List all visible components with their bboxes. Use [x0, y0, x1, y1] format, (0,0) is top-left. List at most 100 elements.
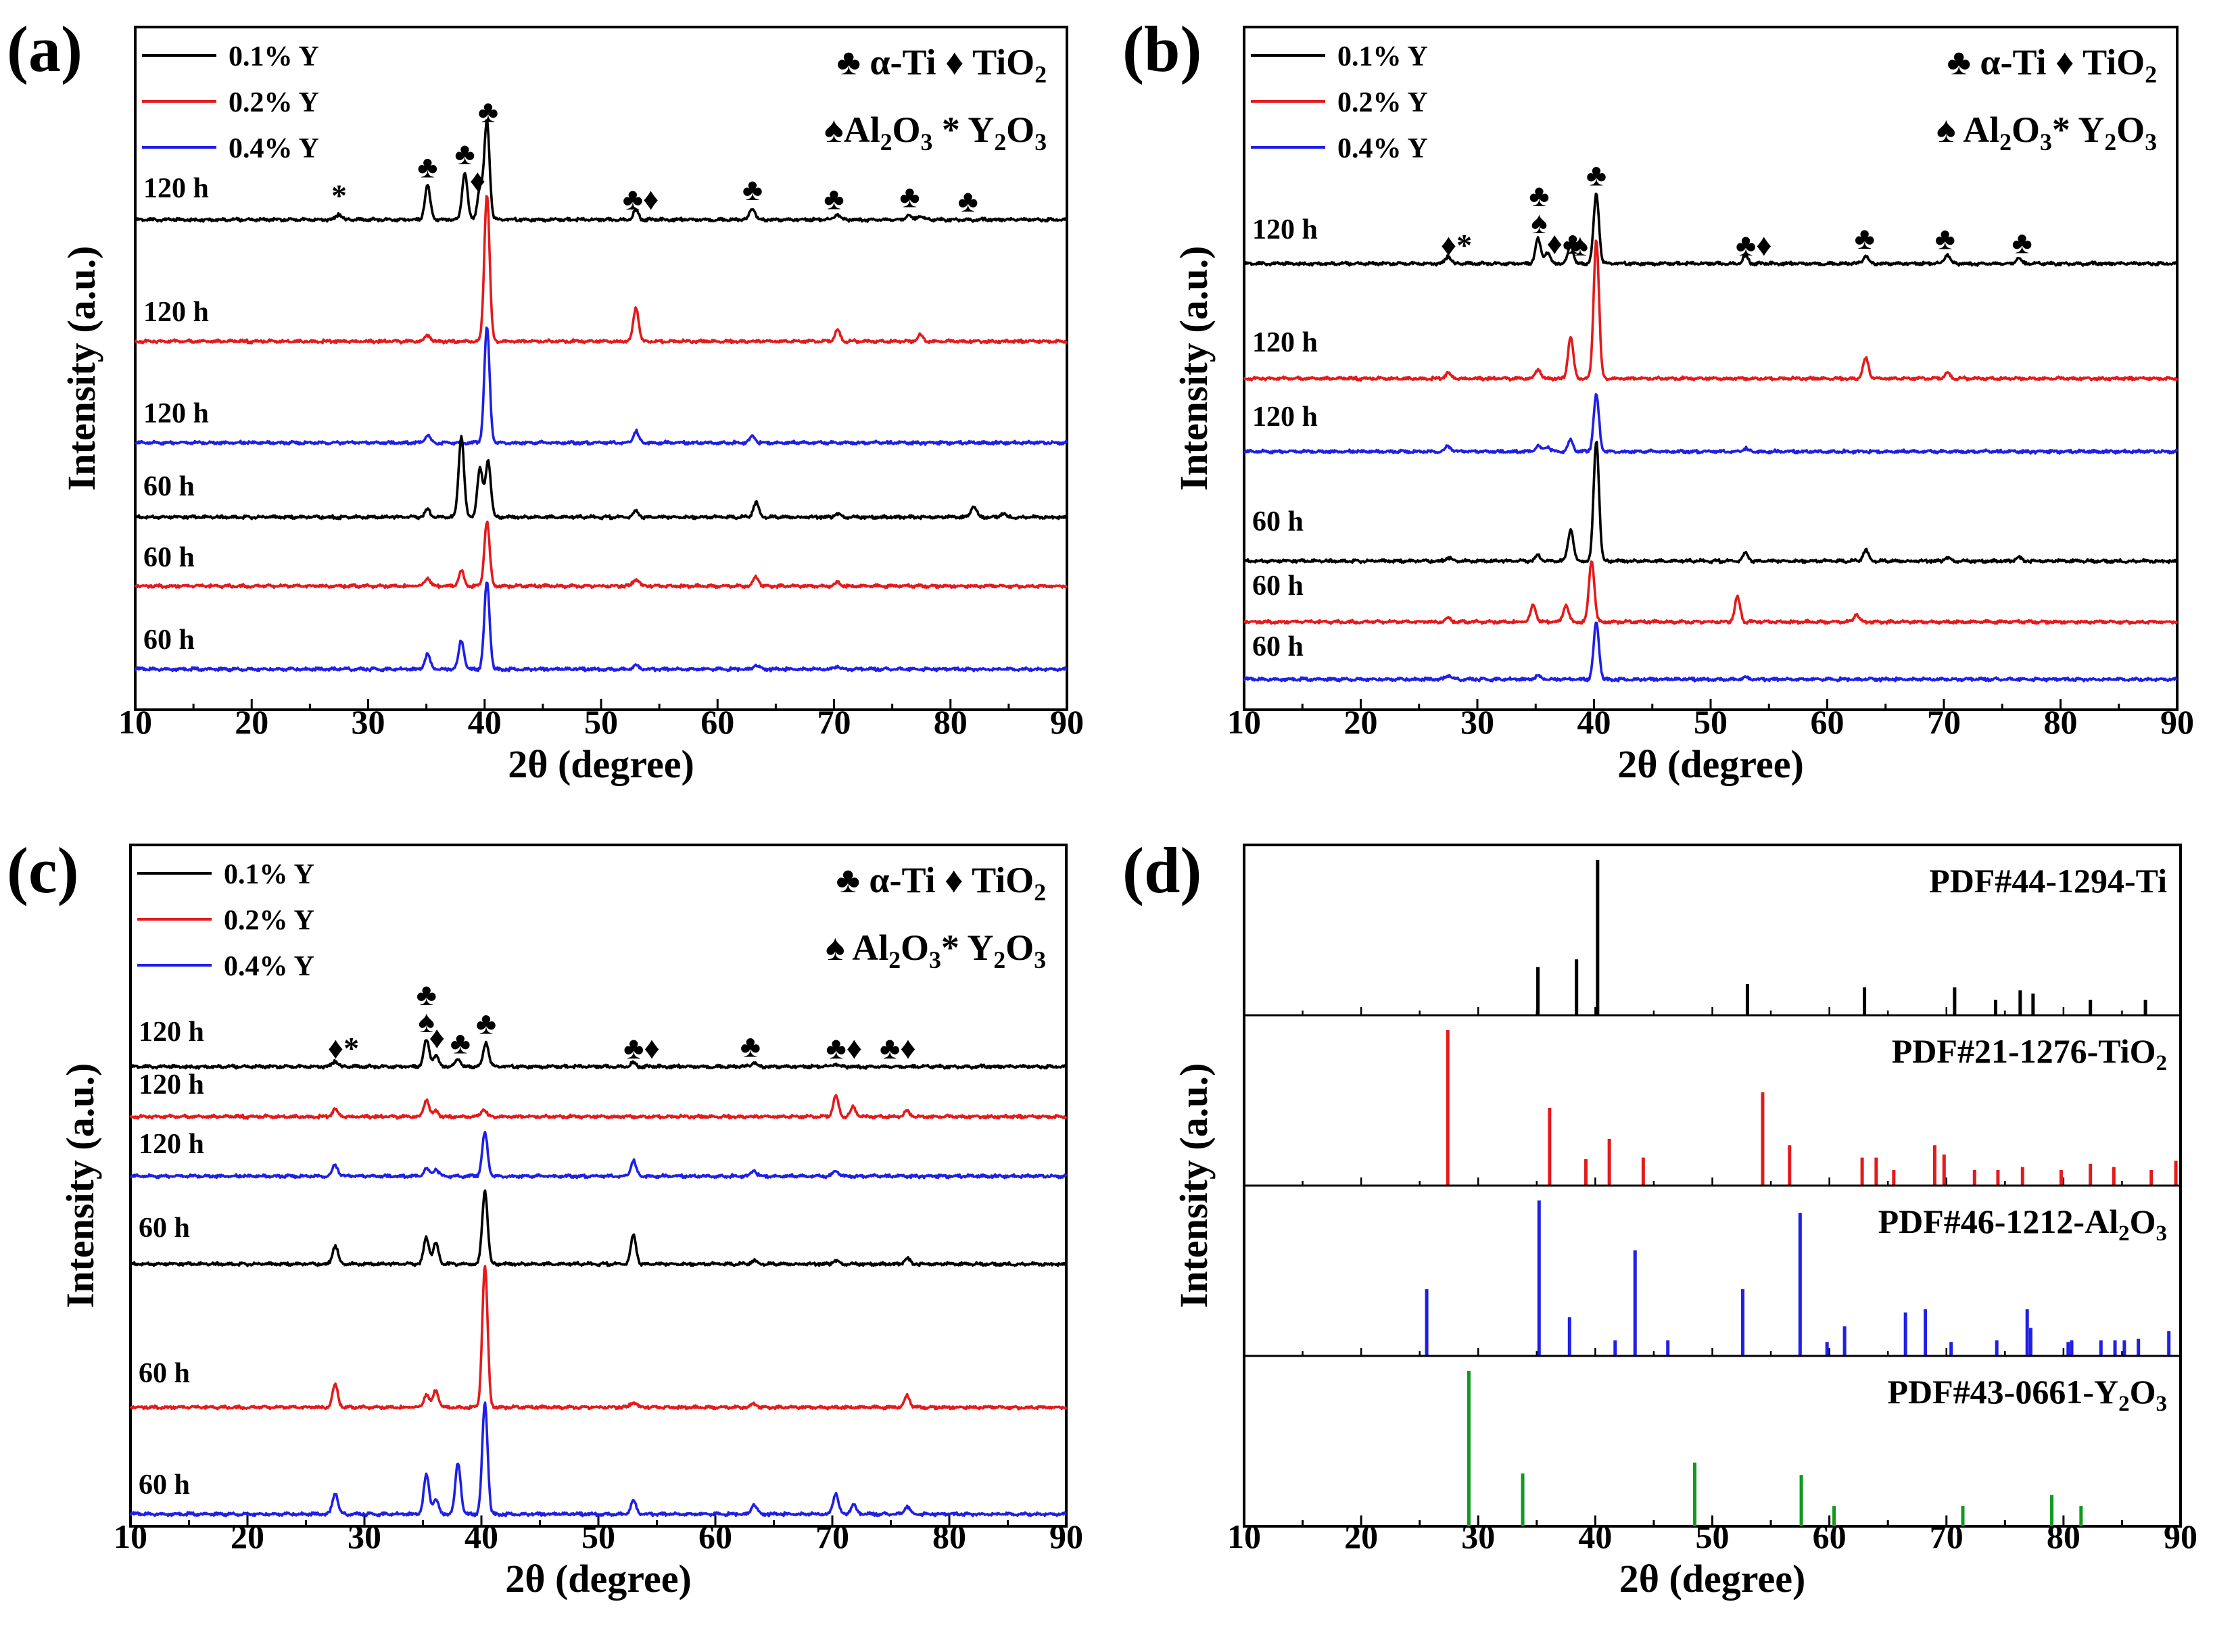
- phase-legend-line2: ♠ Al2O3* Y2O3: [1936, 110, 2157, 155]
- phase-legend-line2-part: 2: [880, 128, 893, 155]
- series-label: 120 h: [1252, 402, 1318, 433]
- reference-label-part: PDF#44-1294-Ti: [1929, 862, 2167, 900]
- xrd-trace: [135, 435, 1068, 520]
- x-tick-label: 20: [235, 703, 268, 741]
- legend-label: 0.4% Y: [229, 133, 319, 164]
- xrd-trace: [134, 195, 1068, 345]
- legend-label: 0.2% Y: [1337, 87, 1428, 118]
- xrd-trace: [129, 1039, 1068, 1070]
- phase-marker: ♣: [2012, 226, 2032, 260]
- phase-marker: ♣: [1529, 178, 1549, 213]
- xrd-trace: [134, 119, 1068, 223]
- phase-marker: ♣: [417, 150, 437, 185]
- series-label: 60 h: [139, 1213, 190, 1244]
- legend-label: 0.2% Y: [229, 87, 319, 118]
- x-tick-label: 10: [118, 703, 152, 741]
- phase-legend-line1-part: ♣ α-Ti ♦ TiO: [836, 860, 1034, 900]
- x-tick-label: 80: [2044, 703, 2078, 741]
- phase-marker: ♠: [1572, 228, 1588, 262]
- reference-label-part: 3: [2156, 1221, 2168, 1246]
- series-label: 60 h: [139, 1358, 190, 1389]
- phase-legend-line1: ♣ α-Ti ♦ TiO2: [1947, 42, 2157, 88]
- phase-legend-line2-part: O: [2012, 110, 2040, 150]
- series-label: 120 h: [143, 173, 209, 204]
- phase-legend-line2-part: 2: [2104, 128, 2116, 155]
- phase-legend-line2-part: * Y: [2052, 110, 2105, 150]
- phase-legend-line2-part: 2: [888, 946, 901, 973]
- xrd-trace: [129, 1094, 1068, 1120]
- legend-label: 0.1% Y: [1337, 41, 1428, 72]
- phase-marker: ♠: [1531, 205, 1547, 240]
- y-axis-label: Intensity (a.u.): [1172, 246, 1216, 491]
- x-tick-label: 10: [1227, 703, 1261, 741]
- panel-label: (d): [1122, 834, 1201, 906]
- x-axis-label: 2θ (degree): [1617, 742, 1804, 786]
- phase-legend-line2-part: 2: [994, 128, 1006, 155]
- series-label: 120 h: [139, 1129, 204, 1160]
- legend-label: 0.4% Y: [224, 951, 314, 982]
- phase-marker: ♣: [740, 1029, 761, 1064]
- phase-marker: ♣: [450, 1025, 471, 1060]
- phase-marker: ♦: [470, 163, 485, 197]
- xrd-trace: [1243, 560, 2179, 625]
- xrd-trace: [1243, 393, 2179, 455]
- panel-0: 10 20 30 40 50 60 70 80 90 2θ (degree) Intensity (…: [60, 26, 1084, 786]
- x-tick-label: 30: [348, 1517, 381, 1555]
- series-label: 120 h: [1252, 214, 1318, 245]
- phase-legend-line2-part: 3: [1034, 128, 1047, 155]
- series-label: 60 h: [1252, 506, 1304, 537]
- phase-legend-line1-part: 2: [1034, 879, 1046, 906]
- x-axis-label: 2θ (degree): [1619, 1557, 1806, 1601]
- phase-marker: ♦♣: [1547, 226, 1584, 261]
- phase-legend-line2: ♠ Al2O3* Y2O3: [826, 927, 1046, 973]
- y-axis-label: Intensity (a.u.): [58, 1063, 102, 1309]
- phase-marker: ♣: [454, 137, 475, 171]
- phase-marker: *: [331, 178, 347, 213]
- series-label: 60 h: [143, 542, 195, 573]
- x-tick-label: 60: [700, 703, 734, 741]
- x-tick-label: 90: [2160, 703, 2194, 741]
- phase-legend-line2-part: 3: [2145, 128, 2157, 155]
- reference-label-part: O: [2130, 1373, 2156, 1411]
- x-tick-label: 30: [1460, 703, 1494, 741]
- phase-legend-line2: ♠Al2O3 * Y2O3: [824, 110, 1047, 155]
- x-tick-label: 40: [1577, 703, 1611, 741]
- x-tick-label: 40: [468, 703, 502, 741]
- x-tick-label: 80: [934, 703, 968, 741]
- phase-legend-line2-part: O: [901, 927, 929, 968]
- phase-legend-line1-part: 2: [2145, 61, 2157, 88]
- reference-label-part: PDF#43-0661-Y: [1887, 1373, 2118, 1411]
- series-label: 60 h: [1252, 631, 1304, 662]
- phase-marker: ♣: [957, 184, 978, 218]
- legend-label: 0.4% Y: [1337, 133, 1428, 164]
- panel-2: 10 20 30 40 50 60 70 80 90 2θ (degree) Intensity (…: [58, 844, 1083, 1601]
- x-tick-label: 70: [817, 703, 851, 741]
- phase-marker: ♣♦: [826, 1031, 862, 1065]
- xrd-trace: [134, 581, 1068, 673]
- reference-label: PDF#44-1294-Ti: [1929, 862, 2167, 900]
- phase-marker: ♣♦: [1736, 228, 1772, 262]
- x-tick-label: 50: [584, 703, 618, 741]
- phase-marker: ♣: [417, 977, 437, 1012]
- reference-label-part: 2: [2156, 1051, 2168, 1075]
- legend-label: 0.2% Y: [224, 905, 314, 936]
- phase-legend-line2-part: O: [1005, 927, 1034, 968]
- series-label: 120 h: [143, 398, 209, 429]
- y-axis-label: Intensity (a.u.): [1172, 1063, 1216, 1309]
- series-label: 120 h: [139, 1069, 204, 1100]
- xrd-trace: [134, 520, 1068, 589]
- phase-legend-line1: ♣ α-Ti ♦ TiO2: [836, 42, 1047, 88]
- x-tick-label: 90: [1049, 1517, 1083, 1555]
- phase-legend-line1-part: ♣ α-Ti ♦ TiO: [836, 42, 1034, 82]
- reference-label: PDF#21-1276-TiO2: [1892, 1032, 2167, 1075]
- phase-legend-line2-part: O: [2116, 110, 2145, 150]
- reference-label: PDF#43-0661-Y2O3: [1887, 1373, 2167, 1416]
- phase-legend-line1-part: 2: [1034, 61, 1047, 88]
- reference-label-part: PDF#46-1212-Al: [1878, 1202, 2119, 1240]
- series-label: 120 h: [143, 297, 209, 328]
- panel-label: (c): [7, 834, 79, 906]
- xrd-trace: [129, 1401, 1067, 1517]
- phase-legend-line2-part: ♠Al: [824, 110, 880, 150]
